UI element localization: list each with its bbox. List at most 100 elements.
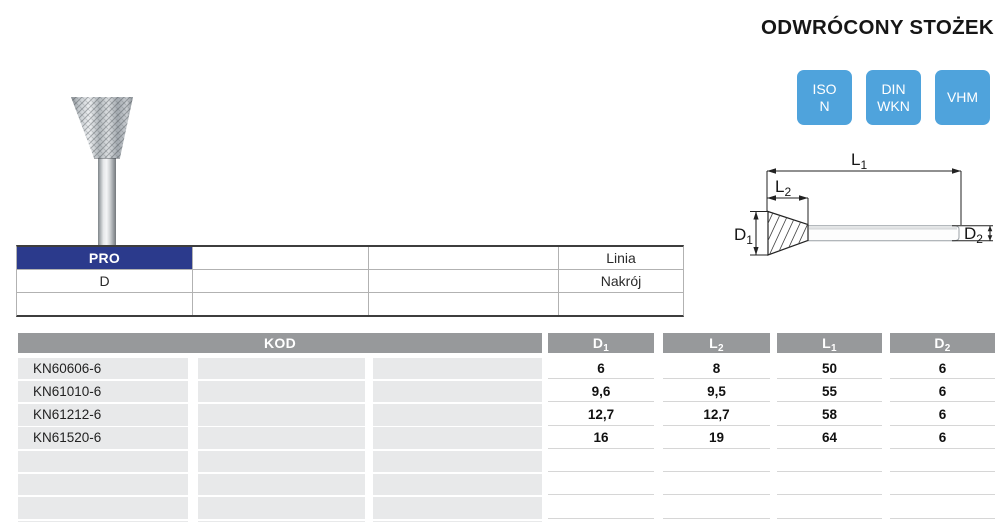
kod-empty-cell <box>373 497 542 519</box>
kod-value-cell: KN61212-6 <box>18 404 188 426</box>
kod-value-cell <box>18 520 188 522</box>
kod-empty-cell <box>198 473 365 496</box>
dim-value-cell-l2 <box>663 497 770 519</box>
dim-value-cell-d2 <box>890 497 995 519</box>
spec-cell <box>369 293 559 315</box>
dim-value-cell-d1: 9,6 <box>548 380 654 403</box>
badge-line: ISO <box>812 80 837 97</box>
table-row: KN61010-6 9,6 9,5 55 6 <box>18 380 995 403</box>
kod-empty-cell <box>198 380 365 403</box>
kod-value-cell <box>18 450 188 473</box>
dim-value-cell-d2: 6 <box>890 357 995 379</box>
badge-iso-n: ISO N <box>797 70 852 125</box>
table-row: KN61520-6 16 19 64 6 <box>18 427 995 449</box>
dim-value-cell-l1 <box>777 473 882 496</box>
diagram-label-d2: D2 <box>964 224 983 246</box>
column-header-d2: D2 <box>890 333 995 354</box>
dim-value-cell-l2: 9,5 <box>663 380 770 403</box>
kod-empty-cell <box>373 357 542 379</box>
column-header-d1: D1 <box>548 333 654 354</box>
dim-value-cell-d1: 12,7 <box>548 404 654 426</box>
product-table: KOD D1 L2 L1 D2 KN60606-6 6 8 50 6 KN61010-6 9… <box>18 333 995 522</box>
dim-value-cell-l1: 58 <box>777 404 882 426</box>
spec-cell-nakroj: Nakrój <box>559 270 683 293</box>
table-row: KN60606-6 6 8 50 6 <box>18 357 995 379</box>
dim-value-cell-l2: 12,7 <box>663 404 770 426</box>
kod-empty-cell <box>373 520 542 522</box>
kod-empty-cell <box>198 520 365 522</box>
dim-value-cell-d1: 6 <box>548 357 654 379</box>
kod-empty-cell <box>373 450 542 473</box>
column-header-l2: L2 <box>663 333 770 354</box>
dim-value-cell-d1: 16 <box>548 427 654 449</box>
kod-empty-cell <box>373 473 542 496</box>
dim-value-cell-l1: 55 <box>777 380 882 403</box>
spec-cell <box>193 247 369 270</box>
kod-empty-cell <box>373 427 542 449</box>
badge-line: N <box>819 97 830 114</box>
dim-value-cell-d1 <box>548 473 654 496</box>
kod-empty-cell <box>373 404 542 426</box>
product-table-header: KOD D1 L2 L1 D2 <box>18 333 995 354</box>
badge-din-wkn: DIN WKN <box>866 70 921 125</box>
dim-value-cell-d2: 6 <box>890 380 995 403</box>
badge-vhm: VHM <box>935 70 990 125</box>
kod-value-cell <box>18 497 188 519</box>
main-table-body: KN60606-6 6 8 50 6 KN61010-6 9,6 9,5 55 6 KN61212-… <box>18 357 995 522</box>
spec-cell-d: D <box>17 270 193 293</box>
table-row <box>18 473 995 496</box>
dim-value-cell-d1 <box>548 520 654 522</box>
kod-value-cell: KN61010-6 <box>18 380 188 403</box>
kod-value-cell <box>18 473 188 496</box>
kod-empty-cell <box>198 497 365 519</box>
column-header-l1: L1 <box>777 333 882 354</box>
table-row <box>18 497 995 519</box>
dim-value-cell-l1: 50 <box>777 357 882 379</box>
dim-value-cell-l2 <box>663 450 770 473</box>
badge-line: WKN <box>877 97 910 114</box>
dim-value-cell-l1: 64 <box>777 427 882 449</box>
dim-value-cell-l2: 8 <box>663 357 770 379</box>
spec-cell <box>369 270 559 293</box>
kod-empty-cell <box>198 427 365 449</box>
diagram-label-d1: D1 <box>734 225 753 247</box>
table-row: KN61212-6 12,7 12,7 58 6 <box>18 404 995 426</box>
spec-cell <box>17 293 193 315</box>
kod-value-cell: KN60606-6 <box>18 357 188 379</box>
dim-value-cell-d1 <box>548 497 654 519</box>
dim-value-cell-l1 <box>777 520 882 522</box>
column-header-kod: KOD <box>18 333 542 353</box>
spec-cell <box>193 293 369 315</box>
table-row <box>18 520 995 522</box>
diagram-label-l1: L1 <box>851 150 867 172</box>
dim-value-cell-l1 <box>777 450 882 473</box>
badge-line: VHM <box>946 89 979 105</box>
badge-line: DIN <box>881 80 906 97</box>
dim-value-cell-l2 <box>663 520 770 522</box>
dim-value-cell-l2 <box>663 473 770 496</box>
spec-cell <box>193 270 369 293</box>
dim-value-cell-d2: 6 <box>890 427 995 449</box>
kod-empty-cell <box>198 450 365 473</box>
spec-cell <box>559 293 683 315</box>
spec-cell-pro: PRO <box>17 247 193 270</box>
kod-empty-cell <box>198 357 365 379</box>
kod-empty-cell <box>373 380 542 403</box>
dimension-diagram: L1 L2 D1 D2 <box>734 150 993 256</box>
dim-value-cell-d1 <box>548 450 654 473</box>
spec-cell-linia: Linia <box>559 247 683 270</box>
kod-value-cell: KN61520-6 <box>18 427 188 449</box>
dim-value-cell-l2: 19 <box>663 427 770 449</box>
product-photo-burr-icon <box>71 97 133 246</box>
dim-value-cell-d2 <box>890 473 995 496</box>
kod-empty-cell <box>198 404 365 426</box>
dim-value-cell-d2: 6 <box>890 404 995 426</box>
page-title: ODWRÓCONY STOŻEK <box>761 16 994 39</box>
table-row <box>18 450 995 473</box>
dim-value-cell-l1 <box>777 497 882 519</box>
spec-table: PRO Linia D Nakrój <box>16 245 684 317</box>
dim-value-cell-d2 <box>890 450 995 473</box>
diagram-label-l2: L2 <box>775 177 791 199</box>
dim-value-cell-d2 <box>890 520 995 522</box>
